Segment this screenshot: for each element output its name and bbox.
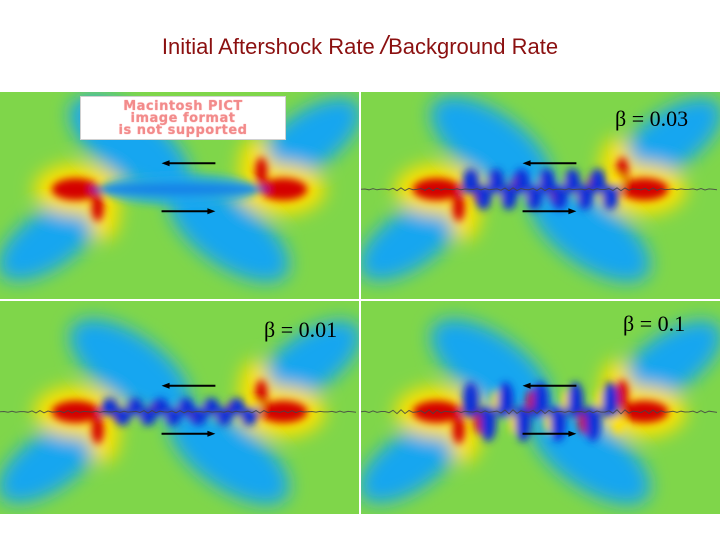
panel-top-right: β = 0.03 — [361, 92, 720, 299]
title-slash: / — [380, 30, 389, 60]
pict-placeholder: Macintosh PICT image format is not suppo… — [80, 96, 286, 140]
figure-title: Initial Aftershock Rate /Background Rate — [0, 30, 720, 61]
panel-grid: Macintosh PICT image format is not suppo… — [0, 92, 720, 514]
stress-lobes — [0, 318, 359, 505]
slip-arrows — [522, 382, 577, 437]
beta-label-01: β = 0.1 — [623, 311, 686, 336]
panel-bottom-left: β = 0.01 — [0, 301, 359, 514]
pict-line-2: image format — [130, 111, 236, 126]
stress-field-plot — [361, 92, 720, 299]
panel-top-left: Macintosh PICT image format is not suppo… — [0, 92, 359, 299]
slip-arrows — [522, 160, 577, 215]
stress-field-plot — [361, 301, 720, 514]
fault-trace — [0, 410, 357, 414]
stress-cores — [51, 379, 308, 444]
stress-lobes — [361, 96, 720, 283]
title-right: Background Rate — [388, 34, 559, 59]
slip-arrows — [161, 160, 216, 215]
title-left: Initial Aftershock Rate — [161, 34, 375, 59]
beta-label-001: β = 0.01 — [264, 317, 338, 342]
stress-cores — [412, 157, 669, 222]
pict-line-3: is not supported — [118, 123, 248, 138]
fault-trace — [361, 187, 718, 192]
pict-line-1: Macintosh PICT — [123, 99, 243, 114]
slip-arrows — [161, 382, 216, 437]
stress-field-plot — [0, 301, 359, 514]
stress-cores — [412, 379, 669, 444]
stress-cores — [51, 157, 308, 222]
panel-bottom-right: β = 0.1 — [361, 301, 720, 514]
beta-label-003: β = 0.03 — [615, 106, 689, 131]
fault-trace — [361, 409, 718, 415]
